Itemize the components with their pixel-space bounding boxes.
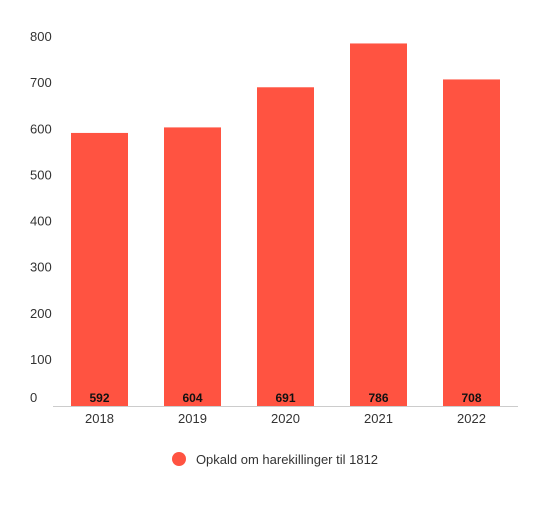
data-label-2021: 786 [368, 391, 388, 405]
legend-marker [171, 452, 186, 466]
y-tick-label: 300 [30, 260, 52, 275]
x-tick-label-2019: 2019 [178, 411, 207, 426]
bar-2022 [443, 79, 500, 406]
y-tick-label: 100 [30, 352, 52, 367]
y-tick-label: 0 [30, 390, 37, 405]
y-tick-label: 700 [30, 75, 52, 90]
y-tick-label: 400 [30, 214, 52, 229]
y-tick-label: 600 [30, 121, 52, 136]
data-label-2019: 604 [182, 391, 202, 405]
bar-2018 [71, 132, 128, 406]
y-tick-label: 500 [30, 167, 52, 182]
x-tick-label-2022: 2022 [457, 411, 486, 426]
data-label-2018: 592 [89, 391, 109, 405]
data-label-2022: 708 [461, 391, 481, 405]
x-tick-label-2020: 2020 [271, 411, 300, 426]
data-label-2020: 691 [275, 391, 295, 405]
x-tick-label-2018: 2018 [85, 411, 114, 426]
y-tick-label: 800 [30, 29, 52, 44]
x-axis-ticks: 2018 2019 2020 2021 2022 [85, 411, 486, 426]
y-axis-ticks: 0 100 200 300 400 500 600 700 800 [30, 29, 52, 405]
bar-2021 [350, 43, 407, 407]
legend: Opkald om harekillinger til 1812 [0, 452, 550, 467]
x-tick-label-2021: 2021 [364, 411, 393, 426]
data-labels: 592 604 691 786 708 [89, 391, 481, 405]
bars [71, 43, 500, 407]
y-tick-label: 200 [30, 306, 52, 321]
legend-label: Opkald om harekillinger til 1812 [195, 452, 379, 467]
bar-2020 [257, 87, 314, 407]
bar-2019 [164, 127, 221, 406]
